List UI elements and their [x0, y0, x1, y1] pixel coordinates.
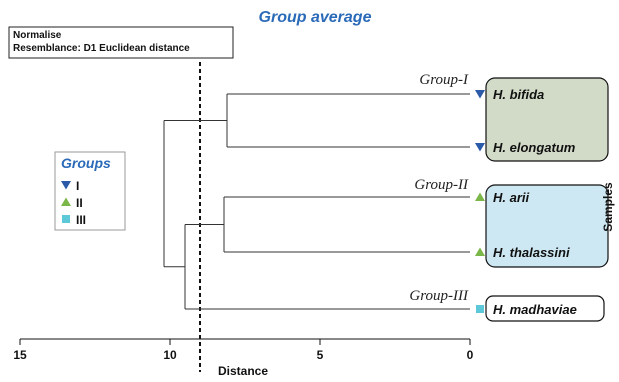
group-i-box [485, 77, 609, 162]
y-axis-label: Samples [601, 182, 615, 232]
leaf-label: H. arii [493, 190, 530, 205]
x-tick-label: 0 [467, 348, 474, 362]
leaf-label: H. madhaviae [493, 302, 577, 317]
x-tick-label: 15 [13, 348, 27, 362]
leaf-marker [475, 192, 485, 201]
leaf-label: H. elongatum [493, 140, 576, 155]
chart-title: Group average [259, 9, 372, 26]
leaf-marker [475, 247, 485, 256]
x-tick-label: 10 [163, 348, 177, 362]
group-label: Group-I [419, 72, 469, 88]
x-tick-label: 5 [317, 348, 324, 362]
legend-label: I [76, 179, 79, 193]
note-box [8, 26, 234, 59]
leaf-label: H. thalassini [493, 245, 570, 260]
group-label: Group-III [409, 288, 469, 304]
legend-title: Groups [61, 155, 111, 171]
legend-marker [61, 197, 71, 206]
legend-marker [61, 181, 71, 190]
note-line: Resemblance: D1 Euclidean distance [13, 43, 190, 54]
leaf-marker [475, 143, 485, 152]
group-label: Group-II [414, 177, 469, 193]
leaf-marker [476, 305, 484, 313]
legend-label: II [76, 196, 83, 210]
group-iii-box [485, 295, 605, 322]
legend-marker [62, 215, 70, 223]
leaf-marker [475, 90, 485, 99]
group-ii-box [485, 184, 609, 268]
legend-label: III [76, 213, 86, 227]
x-axis-label: Distance [218, 364, 268, 378]
leaf-label: H. bifida [493, 87, 544, 102]
note-line: Normalise [13, 30, 62, 41]
